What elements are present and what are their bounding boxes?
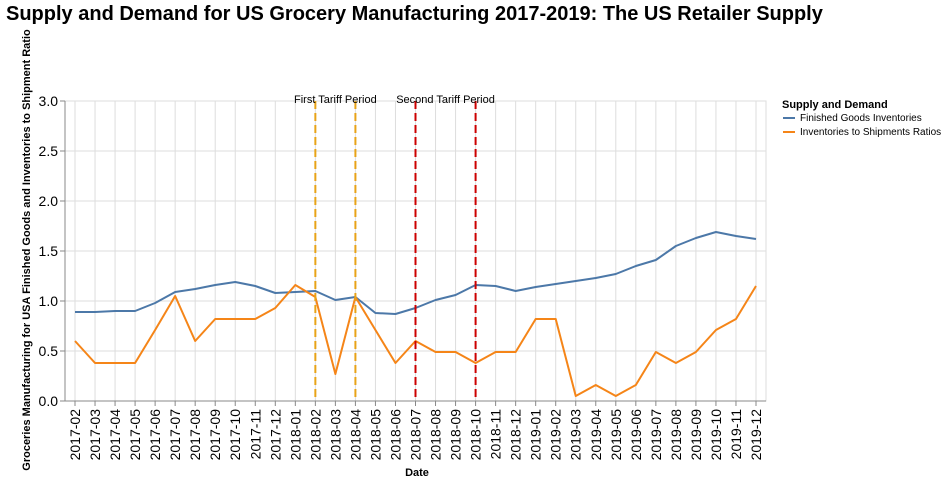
x-tick-label: 2018-09	[448, 409, 464, 461]
x-tick-label: 2017-09	[207, 409, 223, 461]
x-tick-label: 2019-08	[668, 409, 684, 461]
x-tick-label: 2017-03	[87, 409, 103, 461]
x-tick-label: 2018-05	[367, 409, 383, 461]
x-tick-label: 2017-12	[267, 409, 283, 461]
annotation-layer: First Tariff Period Second Tariff Period	[294, 94, 495, 401]
y-tick-label: 0.5	[39, 343, 59, 359]
x-tick-label: 2019-09	[688, 409, 704, 461]
x-tick-label: 2018-03	[327, 409, 343, 461]
x-tick-label: 2017-11	[247, 409, 263, 460]
x-tick-label: 2017-10	[227, 409, 243, 461]
tariff-period-1-label: First Tariff Period	[294, 94, 377, 106]
x-tick-label: 2019-02	[548, 409, 564, 461]
x-tick-label: 2019-11	[728, 409, 744, 460]
x-tick-label: 2019-03	[568, 409, 584, 461]
x-tick-label: 2017-06	[147, 409, 163, 461]
x-axis-title: Date	[405, 467, 429, 479]
x-tick-label: 2018-06	[387, 409, 403, 461]
x-tick-label: 2018-01	[287, 409, 303, 461]
y-tick-label: 2.0	[39, 193, 59, 209]
x-tick-label: 2018-02	[307, 409, 323, 461]
legend: Supply and Demand Finished Goods Invento…	[782, 99, 941, 138]
x-tick-label: 2018-07	[408, 409, 424, 461]
legend-label: Inventories to Shipments Ratios	[800, 127, 941, 138]
x-tick-label: 2019-05	[608, 409, 624, 461]
x-axis: 2017-02 2017-03 2017-04 2017-05 2017-06 2017-…	[65, 400, 766, 461]
x-tick-label: 2017-04	[107, 409, 123, 461]
y-axis-title: Groceries Manufacturing for USA Finished…	[21, 29, 33, 471]
x-tick-label: 2017-05	[127, 409, 143, 461]
y-tick-label: 2.5	[39, 143, 59, 159]
y-tick-label: 1.0	[39, 293, 59, 309]
x-tick-label: 2019-10	[708, 409, 724, 461]
chart-title: Supply and Demand for US Grocery Manufac…	[6, 3, 823, 25]
x-tick-label: 2017-08	[187, 409, 203, 461]
x-tick-label: 2019-06	[628, 409, 644, 461]
x-tick-label: 2017-07	[167, 409, 183, 461]
x-tick-label: 2019-07	[648, 409, 664, 461]
x-tick-label: 2018-08	[428, 409, 444, 461]
y-tick-label: 3.0	[39, 93, 59, 109]
legend-title: Supply and Demand	[782, 99, 888, 111]
x-tick-label: 2019-04	[588, 409, 604, 461]
x-tick-label: 2018-11	[488, 409, 504, 460]
x-tick-label: 2018-12	[508, 409, 524, 461]
x-tick-label: 2019-01	[528, 409, 544, 461]
y-tick-label: 0.0	[39, 393, 59, 409]
legend-label: Finished Goods Inventories	[800, 113, 922, 124]
x-tick-label: 2018-04	[347, 409, 363, 461]
x-tick-label: 2017-02	[67, 409, 83, 461]
y-axis: 0.0 0.5 1.0 1.5 2.0 2.5 3.0	[39, 93, 66, 409]
tariff-period-2-label: Second Tariff Period	[396, 94, 495, 106]
x-tick-label: 2019-12	[748, 409, 764, 461]
x-tick-label: 2018-10	[468, 409, 484, 461]
y-tick-label: 1.5	[39, 243, 59, 259]
